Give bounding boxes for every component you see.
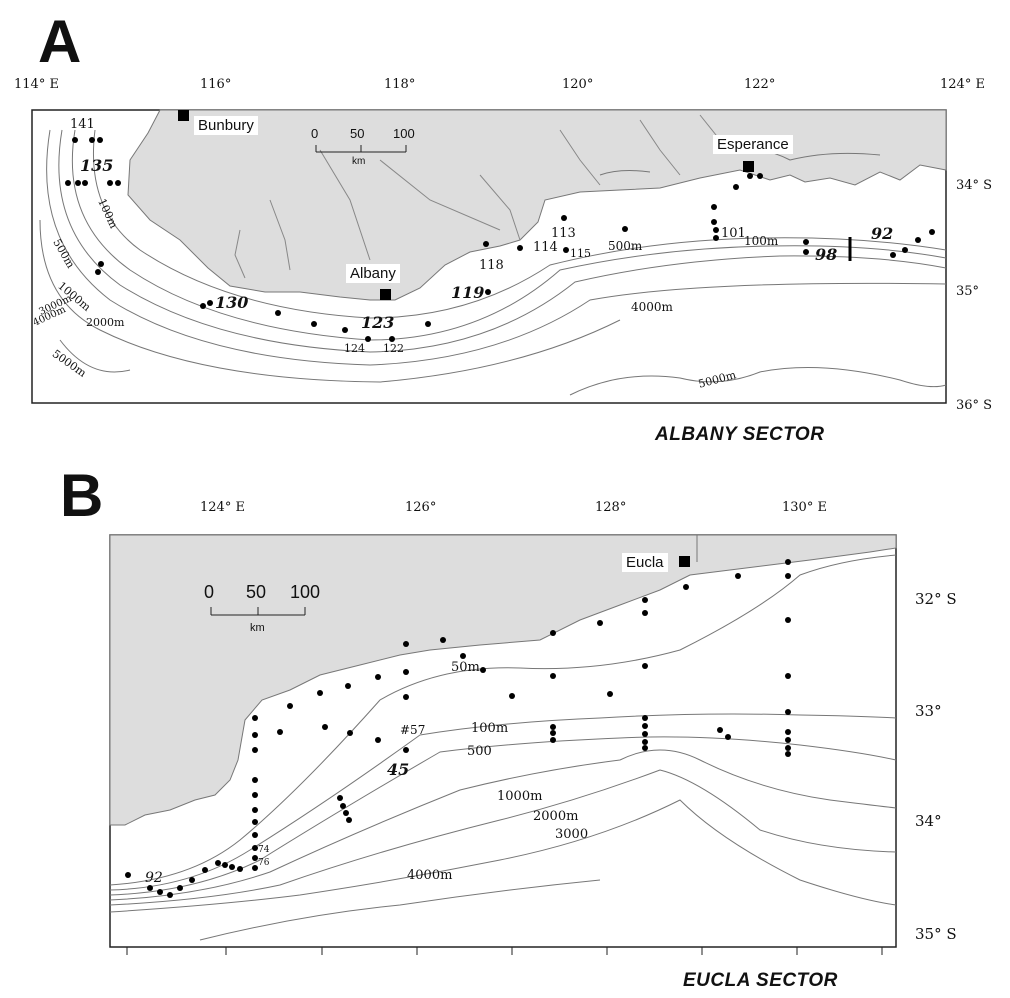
a-contours [39,129,947,396]
a-depth-2000m: 2000m [86,316,125,329]
b-lon-128: 128° [595,500,627,515]
town-eucla: Eucla [622,553,668,572]
a-scale-100: 100 [393,126,415,141]
b-scale-100: 100 [290,582,321,602]
a-lat-36: 36° S [956,398,993,413]
town-albany: Albany [346,264,400,283]
b-lat-33: 33° [915,702,942,720]
a-land [127,109,947,301]
eucla-sector-title: EUCLA SECTOR [683,970,838,991]
a-station-135: 135 [80,156,114,175]
a-scale-50: 50 [350,126,365,141]
panel-b-letter: B [60,462,104,529]
a-lon-122: 122° [744,77,776,92]
a-station-92: 92 [871,224,894,243]
a-depth-100m-east: 100m [744,234,779,248]
town-esperance: Esperance [713,135,793,154]
a-station-119: 119 [451,283,485,302]
a-scale-unit: km [352,156,366,167]
b-station-57: #57 [400,723,426,737]
panel-a-letter: A [38,8,82,75]
bunbury-marker [178,110,189,121]
b-lon-126: 126° [405,500,437,515]
eucla-marker [679,556,690,567]
b-depth-1000m: 1000m [497,789,543,804]
a-station-124: 124 [344,342,365,355]
b-depth-2000m: 2000m [533,809,579,824]
b-scale-bar [210,607,306,616]
a-scale-0: 0 [311,126,319,141]
a-lat-34: 34° S [956,178,993,193]
a-station-98: 98 [815,245,838,264]
albany-marker [380,289,391,300]
a-station-113: 113 [551,226,576,241]
b-lat-32: 32° S [915,590,957,608]
b-contours [109,554,897,941]
b-scale-50: 50 [246,582,267,602]
b-land [109,534,897,826]
b-station-92: 92 [145,870,163,886]
b-scale-0: 0 [204,582,215,602]
a-lon-124: 124° E [940,77,985,92]
a-lon-114: 114° E [14,77,59,92]
b-depth-3000: 3000 [555,827,589,842]
a-lon-116: 116° [200,77,232,92]
a-lat-35: 35° [956,284,980,299]
b-stations [125,559,791,898]
a-depth-4000m-south: 4000m [631,300,673,314]
b-depth-4000m: 4000m [407,868,453,883]
b-scale-unit: km [250,622,265,634]
albany-sector-title: ALBANY SECTOR [655,424,825,445]
a-station-141: 141 [70,117,95,132]
b-depth-100m: 100m [471,721,509,736]
b-lon-124: 124° E [200,500,245,515]
a-station-118: 118 [479,258,504,273]
b-station-74: 74 [258,845,270,855]
esperance-marker [743,161,754,172]
a-station-114: 114 [533,240,558,255]
b-depth-50m: 50m [451,660,480,675]
b-frame-ticks [126,947,883,955]
a-lon-120: 120° [562,77,594,92]
b-depth-500: 500 [467,744,492,759]
a-lon-118: 118° [384,77,416,92]
a-station-101: 101 [721,226,746,241]
b-lat-35: 35° S [915,925,957,943]
b-lat-34: 34° [915,812,942,830]
a-station-130: 130 [215,293,249,312]
a-rivers [234,114,721,279]
b-station-76: 76 [258,858,270,868]
a-station-115: 115 [570,247,591,260]
a-station-122: 122 [383,342,404,355]
a-station-123: 123 [361,313,395,332]
a-depth-500m-east: 500m [608,239,643,253]
b-lon-130: 130° E [782,500,827,515]
a-stations [65,137,935,342]
a-scale-bar [315,145,407,153]
b-station-45: 45 [387,760,410,779]
town-bunbury: Bunbury [194,116,258,135]
